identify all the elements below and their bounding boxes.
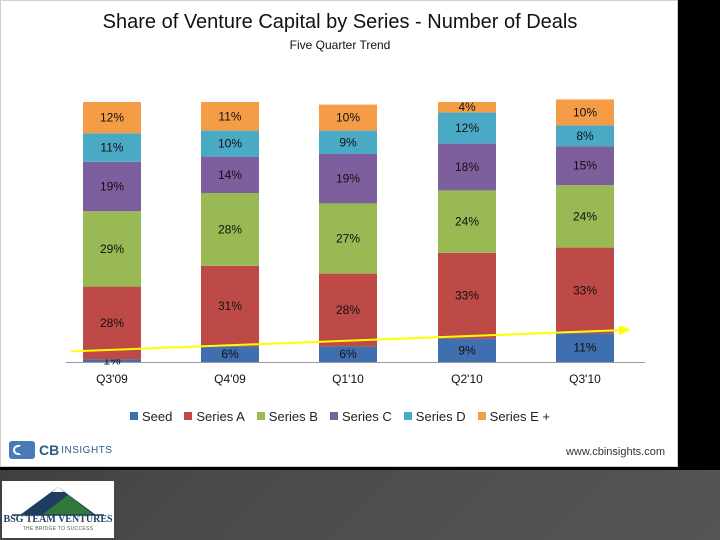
cb-logo-icon	[9, 441, 35, 459]
bar-segment	[83, 286, 141, 360]
data-label: 28%	[100, 316, 124, 330]
legend-item: Series B	[256, 409, 318, 424]
trend-arrow-line	[70, 329, 620, 353]
legend-swatch	[184, 412, 193, 420]
bar-segment	[438, 190, 496, 253]
bar-segment	[438, 102, 496, 113]
data-label: 27%	[336, 232, 360, 246]
x-tick-label: Q3'10	[569, 372, 601, 386]
data-label: 29%	[100, 242, 124, 256]
x-tick-label: Q1'10	[332, 372, 364, 386]
bsg-tagline: THE BRIDGE TO SUCCESS	[22, 526, 94, 532]
data-label: 19%	[336, 172, 360, 186]
data-label: 24%	[455, 215, 479, 229]
bar-segment	[319, 203, 377, 274]
legend-item: Series A	[184, 409, 245, 424]
legend-swatch	[256, 412, 265, 420]
legend-label: Seed	[142, 409, 173, 424]
bar-segment	[556, 125, 614, 147]
legend-swatch	[130, 412, 138, 420]
x-tick-label: Q3'09	[96, 372, 128, 386]
trend-arrow-head	[618, 325, 631, 336]
data-label: 10%	[336, 111, 360, 125]
bar-segment	[556, 146, 614, 186]
bar-segment	[319, 130, 377, 154]
legend-item: Series C	[329, 409, 392, 424]
legend-swatch	[403, 412, 412, 420]
data-label: 12%	[100, 111, 124, 125]
cb-insights-logo: CB INSIGHTS	[9, 439, 112, 461]
legend-label: Series A	[196, 409, 245, 424]
legend-label: Series D	[415, 409, 466, 424]
bar-segment	[201, 102, 259, 131]
bar-segment	[201, 193, 259, 266]
bar-segment	[83, 102, 141, 134]
chart-panel: Share of Venture Capital by Series - Num…	[0, 0, 678, 467]
bar-segment	[438, 112, 496, 144]
bsg-mountain-icon	[12, 487, 104, 516]
data-label: 24%	[573, 209, 597, 223]
x-tick-label: Q2'10	[451, 372, 483, 386]
data-label: 12%	[455, 121, 479, 135]
bsg-name: BSG TEAM VENTURES	[3, 514, 113, 525]
data-label: 33%	[573, 284, 597, 298]
cb-brand-suffix: INSIGHTS	[61, 444, 113, 456]
bsg-logo: BSG TEAM VENTURES THE BRIDGE TO SUCCESS	[2, 481, 114, 538]
cb-brand: CB	[39, 442, 60, 458]
data-label: 19%	[100, 180, 124, 194]
bar-segment	[319, 154, 377, 204]
bar-segment	[556, 333, 614, 362]
legend-item: Series D	[403, 409, 466, 424]
bar-segment	[556, 247, 614, 334]
bar-segment	[319, 346, 377, 362]
bar-segment	[319, 273, 377, 347]
bar-segment	[438, 143, 496, 191]
data-label: 9%	[339, 135, 357, 149]
data-label: 28%	[336, 303, 360, 317]
bar-segment	[201, 130, 259, 157]
data-label: 11%	[573, 341, 596, 355]
data-label: 14%	[218, 168, 242, 182]
bar-segment	[83, 359, 141, 362]
bar-segment	[319, 104, 377, 131]
x-tick-label: Q4'09	[214, 372, 246, 386]
legend-item: Seed	[130, 409, 172, 424]
data-label: 10%	[573, 105, 597, 119]
data-label: 15%	[573, 159, 597, 173]
source-url: www.cbinsights.com	[565, 446, 665, 458]
legend-swatch	[477, 412, 486, 420]
data-label: 18%	[455, 160, 479, 174]
bar-segment	[83, 161, 141, 212]
chart-plot: 1%28%29%19%11%12%Q3'096%31%28%14%10%11%Q…	[66, 99, 645, 386]
bar-segment	[201, 346, 259, 362]
data-label: 11%	[100, 141, 123, 155]
chart-title: Share of Venture Capital by Series - Num…	[102, 11, 578, 33]
data-label: 8%	[576, 129, 594, 143]
legend-item: Series E +	[477, 409, 550, 424]
data-label: 6%	[221, 347, 239, 361]
legend-label: Series B	[268, 409, 318, 424]
legend-label: Series E +	[489, 409, 550, 424]
data-label: 6%	[339, 347, 357, 361]
legend-swatch	[329, 412, 338, 420]
chart-legend: Seed Series A Series B Series C Series D Seri…	[1, 409, 679, 424]
bar-segment	[438, 252, 496, 339]
data-label: 4%	[458, 100, 476, 114]
chart-subtitle: Five Quarter Trend	[289, 38, 391, 52]
legend-label: Series C	[341, 409, 392, 424]
data-label: 10%	[218, 137, 242, 151]
bar-segment	[83, 133, 141, 162]
bar-segment	[83, 211, 141, 287]
data-label: 28%	[218, 222, 242, 236]
bar-segment	[201, 156, 259, 193]
data-label: 9%	[458, 343, 476, 357]
bar-segment	[556, 99, 614, 126]
data-label: 31%	[218, 299, 242, 313]
data-label: 11%	[218, 109, 241, 123]
bar-segment	[556, 185, 614, 248]
bar-segment	[438, 338, 496, 362]
data-label: 33%	[455, 289, 479, 303]
bar-segment	[201, 265, 259, 347]
